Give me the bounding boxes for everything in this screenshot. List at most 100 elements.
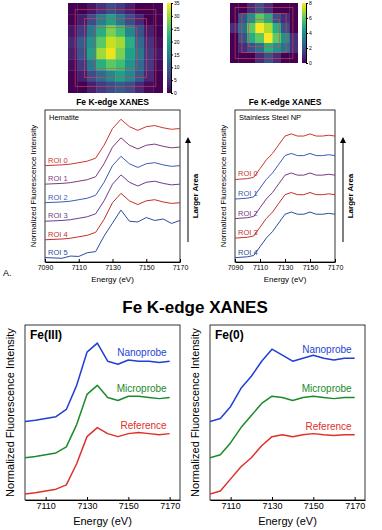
heatmap-cell — [239, 33, 248, 43]
heatmap-cell — [78, 48, 88, 60]
x-tick-mark — [355, 497, 356, 500]
roi-box — [75, 10, 156, 87]
colorbar-tick-mark — [306, 48, 308, 49]
heatmap-cell — [97, 48, 107, 60]
series-line — [45, 175, 180, 221]
heatmap-cell — [68, 71, 78, 83]
heatmap-cell — [68, 48, 78, 60]
x-axis: 70907110713071507170 — [228, 259, 344, 271]
heatmap-cell — [247, 3, 256, 13]
x-tick: 7150 — [139, 259, 155, 271]
line-chart: 70907110713071507170ROI 0ROI 1ROI 2ROI 3… — [219, 97, 355, 284]
colorbar-tick: 5 — [171, 77, 177, 83]
x-tick: 7110 — [72, 259, 87, 271]
chart-title: Fe K-edge XANES — [249, 97, 322, 107]
legend-label: Microprobe — [117, 383, 167, 394]
heatmap-cell — [116, 3, 126, 15]
heatmap-cell — [273, 53, 282, 63]
heatmap-cell — [87, 71, 97, 83]
colorbar-tick: 0 — [306, 60, 312, 66]
x-axis-line — [46, 262, 181, 263]
heatmap-cell — [87, 48, 97, 60]
heatmap-cell — [154, 37, 164, 49]
chart-title: Fe(0) — [215, 328, 244, 342]
x-tick: 7130 — [262, 497, 282, 511]
legend-label: ROI 0 — [48, 156, 68, 165]
colorbar-tick: 8 — [306, 0, 312, 6]
heatmap-cell — [256, 33, 265, 43]
colorbar-tick-label: 10 — [174, 64, 180, 70]
x-tick-mark — [231, 497, 232, 500]
heatmap-cell — [125, 48, 135, 60]
panel-label: A. — [3, 268, 12, 278]
chart-subtitle: Hematite — [49, 113, 79, 122]
heatmap-cell — [87, 82, 97, 93]
x-tick-label: 7170 — [160, 501, 180, 511]
heatmap-cell — [68, 14, 78, 26]
x-tick: 7170 — [345, 497, 365, 511]
chart-title: Fe K-edge XANES — [76, 97, 149, 107]
roi-box — [242, 14, 286, 53]
x-tick-label: 7090 — [228, 264, 244, 271]
colorbar-tick: 6 — [306, 15, 312, 21]
colorbar-tick: 30 — [171, 13, 180, 19]
annotation-arrow — [188, 140, 189, 242]
colorbar-tick: 2 — [306, 45, 312, 51]
colorbar-tick-mark — [306, 63, 308, 64]
chart-subtitle: Stainless Steel NP — [239, 113, 301, 122]
series-line — [235, 193, 335, 239]
series-line — [210, 434, 355, 494]
x-tick-label: 7150 — [119, 501, 139, 511]
heatmap-cell — [78, 37, 88, 49]
series-line — [25, 428, 170, 494]
heatmap-cell — [154, 71, 164, 83]
colorbar-tick-mark — [306, 18, 308, 19]
x-axis-title: Energy (eV) — [91, 275, 134, 284]
x-tick-label: 7130 — [77, 501, 97, 511]
x-tick-mark — [285, 259, 286, 262]
heatmap-cell — [116, 59, 126, 71]
heatmap-cell — [154, 14, 164, 26]
legend-label: ROI 5 — [48, 248, 68, 257]
heatmap-cell — [106, 26, 116, 38]
heatmap-cell — [273, 3, 282, 13]
series-line — [45, 138, 180, 184]
heatmap-cell — [247, 53, 256, 63]
plot-area — [25, 343, 170, 494]
x-tick-mark — [335, 259, 336, 262]
heatmap-cell — [264, 13, 273, 23]
heatmap-cell — [97, 59, 107, 71]
heatmap-cell — [135, 37, 145, 49]
colorbar-tick-label: 25 — [174, 26, 180, 32]
heatmap-cell — [135, 71, 145, 83]
heatmap-cell — [281, 23, 290, 33]
plot-frame — [25, 325, 180, 500]
heatmap-cell — [135, 48, 145, 60]
colorbar-tick-mark — [306, 3, 308, 4]
heatmap-chart: 05101520253035 — [68, 0, 180, 96]
colorbar-tick-mark — [171, 80, 173, 81]
x-tick-mark — [235, 259, 236, 262]
heatmap-cell — [68, 3, 78, 15]
heatmap-cell — [116, 82, 126, 93]
colorbar-tick-label: 8 — [309, 0, 312, 6]
heatmap-cell — [230, 23, 239, 33]
heatmap-cell — [290, 43, 299, 53]
x-tick-mark — [128, 497, 129, 500]
heatmap-cell — [135, 26, 145, 38]
heatmap-cell — [281, 33, 290, 43]
heatmap-cell — [264, 33, 273, 43]
heatmap-cell — [247, 23, 256, 33]
x-tick-label: 7110 — [253, 264, 268, 271]
x-tick-label: 7110 — [36, 501, 55, 511]
heatmap-cell — [144, 37, 154, 49]
heatmap-cell — [144, 59, 154, 71]
colorbar-axis: 05101520253035 — [171, 0, 180, 96]
x-tick: 7090 — [228, 259, 244, 271]
heatmap-cell — [135, 14, 145, 26]
legend-label: ROI 2 — [48, 193, 68, 202]
x-axis-title: Energy (eV) — [264, 275, 307, 284]
x-tick-label: 7130 — [105, 264, 121, 271]
legend-label: ROI 0 — [238, 169, 258, 178]
x-tick-label: 7150 — [139, 264, 155, 271]
